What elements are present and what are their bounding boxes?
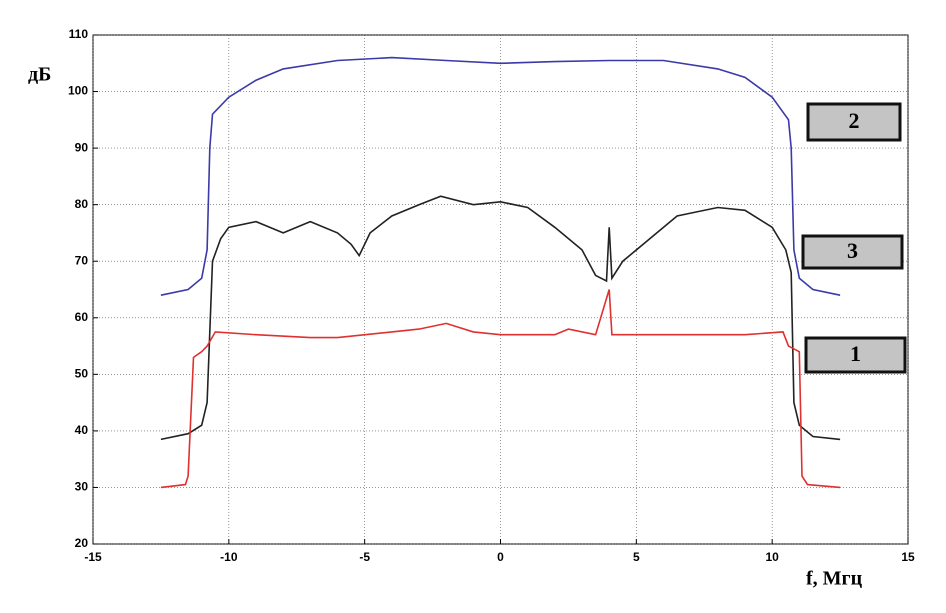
- x-tick-label: -15: [84, 550, 102, 564]
- y-tick-label: 20: [75, 536, 89, 550]
- y-tick-label: 60: [75, 310, 89, 324]
- y-tick-label: 40: [75, 423, 89, 437]
- x-tick-label: -10: [220, 550, 238, 564]
- x-tick-label: 10: [765, 550, 779, 564]
- x-axis-label: f, Мгц: [806, 568, 863, 590]
- series-label-box: [801, 234, 904, 270]
- series-label: 1: [850, 341, 861, 366]
- series-label: 2: [849, 108, 860, 133]
- x-tick-label: -5: [359, 550, 370, 564]
- y-tick-label: 30: [75, 480, 89, 494]
- y-tick-label: 110: [69, 27, 89, 41]
- series-label-box: [804, 336, 907, 374]
- y-tick-label: 90: [75, 140, 89, 154]
- series-label-box: [806, 102, 902, 142]
- x-tick-label: 15: [901, 550, 915, 564]
- series-label: 3: [847, 238, 858, 263]
- series-line: [160, 195, 841, 441]
- y-tick-label: 50: [75, 367, 89, 381]
- x-tick-label: 5: [633, 550, 640, 564]
- y-tick-label: 70: [75, 253, 89, 267]
- y-tick-label: 100: [68, 84, 88, 98]
- series-line: [160, 56, 841, 296]
- series-line: [160, 289, 841, 489]
- x-tick-label: 0: [497, 550, 504, 564]
- y-axis-label: дБ: [28, 64, 51, 86]
- y-tick-label: 80: [75, 197, 89, 211]
